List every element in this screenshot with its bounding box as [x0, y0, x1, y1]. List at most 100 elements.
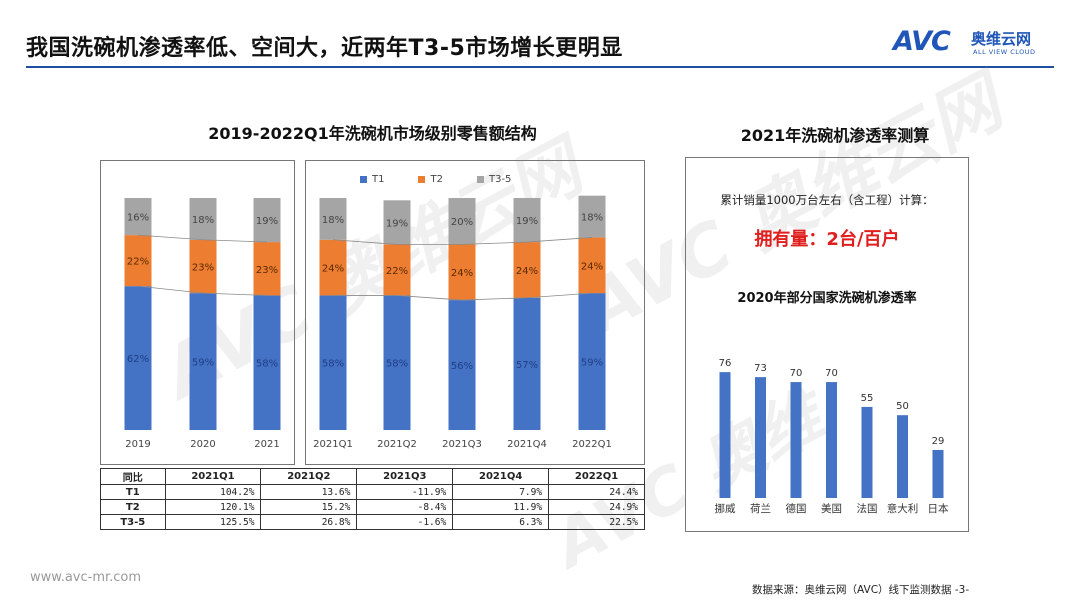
- data-label: 56%: [451, 361, 473, 372]
- data-label: 18%: [192, 215, 214, 226]
- bar-t2-segment: [253, 242, 281, 296]
- data-label: 62%: [127, 354, 149, 365]
- data-label: 24%: [516, 266, 538, 277]
- bar-t1-segment: [189, 293, 217, 430]
- table-cell: 26.8%: [260, 514, 358, 530]
- bar-t1-segment: [448, 300, 476, 430]
- data-label: 23%: [256, 265, 278, 276]
- footer-url: www.avc-mr.com: [30, 570, 142, 585]
- x-tick-label: 意大利: [887, 502, 919, 515]
- yoy-table: 同比 2021Q1 2021Q2 2021Q3 2021Q4 2022Q1 T1…: [100, 468, 645, 530]
- data-label: 19%: [256, 216, 278, 227]
- country-bar: [755, 377, 766, 498]
- country-bar: [897, 415, 908, 498]
- legend-swatch-t3-5: [476, 176, 484, 183]
- legend-label-t2: T2: [430, 174, 443, 185]
- data-label: 18%: [322, 215, 344, 226]
- trend-connector-line: [137, 285, 268, 296]
- table-cell: 15.2%: [260, 499, 358, 515]
- bar-t2-segment: [124, 235, 152, 287]
- bar-t3-5-segment: [383, 200, 411, 245]
- bar-t3-5-segment: [319, 198, 347, 240]
- table-row: T3-5 125.5% 26.8% -1.6% 6.3% 22.5%: [100, 514, 645, 530]
- country-bar: [790, 382, 802, 498]
- table-cell: T1: [100, 484, 166, 500]
- table-header: 2021Q4: [452, 468, 550, 485]
- legend-swatch-t1: [360, 176, 367, 183]
- table-cell: 120.1%: [164, 499, 262, 515]
- data-label: 70: [825, 368, 838, 379]
- x-tick-label: 法国: [857, 502, 878, 515]
- bar-t3-5-segment: [513, 198, 541, 243]
- data-label: 50: [896, 401, 909, 412]
- x-tick-label: 美国: [821, 502, 842, 515]
- data-source-note: 数据来源：奥维云网（AVC）线下监测数据 -3-: [752, 584, 970, 596]
- data-label: 55: [861, 393, 874, 404]
- data-label: 23%: [192, 262, 214, 273]
- table-cell: -8.4%: [356, 499, 454, 515]
- table-cell: T3-5: [100, 514, 166, 530]
- logo-en-text: ALL VIEW CLOUD: [973, 48, 1036, 56]
- x-tick-label: 2021Q3: [442, 439, 482, 450]
- page-title: 我国洗碗机渗透率低、空间大，近两年T3-5市场增长更明显: [26, 36, 623, 61]
- table-cell: 6.3%: [452, 514, 550, 530]
- data-label: 58%: [322, 359, 344, 370]
- table-cell: 24.4%: [548, 484, 645, 500]
- legend-swatch-t2: [418, 176, 426, 183]
- structure-legend: T1 T2 T3-5: [360, 174, 511, 185]
- table-cell: 13.6%: [260, 484, 358, 500]
- table-header: 同比: [100, 468, 166, 485]
- bar-t1-segment: [253, 295, 281, 430]
- data-label: 19%: [516, 216, 538, 227]
- calculation-note: 累计销量1000万台左右（含工程）计算：: [720, 193, 934, 207]
- bar-t3-5-segment: [448, 198, 476, 245]
- x-tick-label: 日本: [928, 502, 949, 515]
- bar-t1-segment: [124, 286, 152, 430]
- data-label: 19%: [386, 218, 408, 229]
- bar-t1-segment: [319, 295, 347, 430]
- logo-mark: AVC: [893, 26, 951, 57]
- table-cell: T2: [100, 499, 166, 515]
- table-header: 2021Q3: [356, 468, 454, 485]
- bar-t2-segment: [578, 237, 606, 294]
- data-label: 22%: [386, 266, 408, 277]
- data-label: 29: [932, 436, 945, 447]
- legend-item-t1: T1: [360, 174, 384, 185]
- bar-t3-5-segment: [253, 198, 281, 243]
- avc-logo: AVC 奥维云网 ALL VIEW CLOUD: [893, 26, 1053, 60]
- bar-t1-segment: [513, 297, 541, 430]
- x-tick-label: 德国: [786, 502, 807, 515]
- data-label: 24%: [451, 268, 473, 279]
- x-tick-label: 2021: [254, 439, 279, 450]
- table-cell: 11.9%: [452, 499, 550, 515]
- data-label: 57%: [516, 360, 538, 371]
- table-header: 2022Q1: [548, 468, 645, 485]
- table-cell: 104.2%: [164, 484, 262, 500]
- data-label: 59%: [192, 358, 214, 369]
- data-label: 58%: [386, 359, 408, 370]
- table-header: 2021Q1: [164, 468, 262, 485]
- bar-t1-segment: [383, 295, 411, 430]
- table-cell: 125.5%: [164, 514, 262, 530]
- bar-t1-segment: [578, 293, 606, 430]
- table-cell: -11.9%: [356, 484, 454, 500]
- table-cell: 24.9%: [548, 499, 645, 515]
- table-header: 2021Q2: [260, 468, 358, 485]
- bar-t3-5-segment: [124, 198, 152, 236]
- country-penetration-bar-chart: 76 挪威 73 荷兰 70 德国 70 美国 55 法国 50 意大利 29 日本: [715, 358, 949, 515]
- title-divider: [26, 66, 1054, 68]
- x-tick-label: 荷兰: [750, 502, 771, 515]
- bar-t2-segment: [189, 239, 217, 294]
- x-tick-label: 2021Q4: [507, 439, 547, 450]
- legend-item-t3-5: T3-5: [476, 174, 511, 185]
- legend-item-t2: T2: [418, 174, 443, 185]
- table-cell: 22.5%: [548, 514, 645, 530]
- data-label: 16%: [127, 213, 149, 224]
- penetration-panel: [685, 157, 969, 532]
- logo-cn-text: 奥维云网: [971, 30, 1032, 48]
- data-label: 59%: [581, 358, 603, 369]
- data-label: 22%: [127, 257, 149, 268]
- table-row: T2 120.1% 15.2% -8.4% 11.9% 24.9%: [100, 499, 645, 515]
- data-label: 73: [754, 363, 767, 374]
- table-cell: -1.6%: [356, 514, 454, 530]
